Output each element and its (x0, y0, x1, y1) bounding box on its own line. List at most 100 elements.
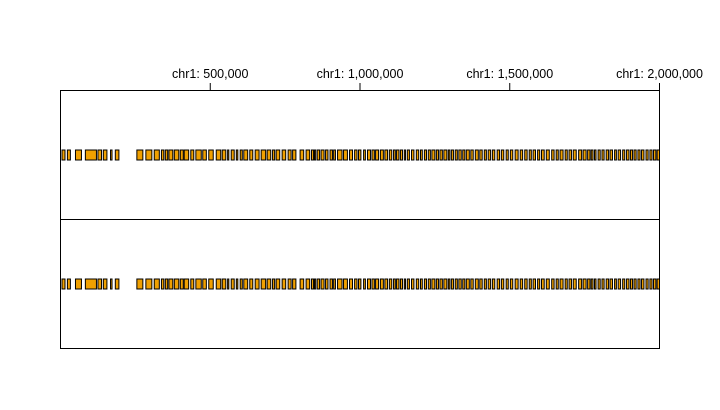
region-1-11 (160, 149, 165, 161)
region-2-121 (653, 278, 657, 290)
region-2-11 (160, 278, 165, 290)
region-2-73 (450, 278, 454, 290)
region-2-41 (316, 278, 321, 290)
region-1-23 (227, 149, 230, 161)
region-2-85 (500, 278, 505, 290)
region-1-87 (509, 149, 514, 161)
region-2-33 (275, 278, 281, 290)
region-1-6 (110, 149, 113, 161)
region-2-101 (572, 278, 577, 290)
region-1-22 (221, 149, 227, 161)
region-1-88 (514, 149, 519, 161)
region-2-58 (393, 278, 396, 290)
region-1-41 (316, 149, 321, 161)
region-1-95 (545, 149, 550, 161)
region-1-53 (371, 149, 375, 161)
region-2-66 (423, 278, 427, 290)
region-2-47 (343, 278, 348, 290)
region-1-4 (97, 149, 103, 161)
region-2-115 (629, 278, 634, 290)
region-2-77 (465, 278, 470, 290)
region-1-84 (496, 149, 501, 161)
region-1-94 (541, 149, 545, 161)
region-1-107 (597, 149, 601, 161)
region-2-64 (415, 278, 420, 290)
region-1-79 (474, 149, 479, 161)
region-1-52 (366, 149, 371, 161)
region-2-13 (168, 278, 174, 290)
region-1-113 (622, 149, 626, 161)
region-1-27 (243, 149, 249, 161)
region-2-49 (354, 278, 358, 290)
region-1-19 (202, 149, 207, 161)
region-2-79 (474, 278, 479, 290)
region-1-72 (447, 149, 451, 161)
region-1-92 (532, 149, 537, 161)
region-1-66 (423, 149, 427, 161)
region-1-104 (587, 149, 591, 161)
region-2-86 (505, 278, 509, 290)
region-1-47 (343, 149, 348, 161)
axis-tick-label-2: chr1: 1,500,000 (466, 67, 553, 81)
region-2-62 (406, 278, 410, 290)
region-2-44 (329, 278, 333, 290)
region-2-19 (202, 278, 207, 290)
region-2-18 (195, 278, 202, 290)
region-1-61 (403, 149, 407, 161)
region-2-89 (519, 278, 524, 290)
region-1-43 (325, 149, 329, 161)
region-2-25 (235, 278, 239, 290)
region-1-15 (179, 149, 184, 161)
region-2-90 (524, 278, 528, 290)
region-1-35 (287, 149, 292, 161)
region-2-56 (384, 278, 389, 290)
region-1-120 (649, 149, 653, 161)
axis-tick-label-3: chr1: 2,000,000 (616, 67, 703, 81)
region-2-50 (358, 278, 362, 290)
region-2-39 (310, 278, 315, 290)
region-1-75 (458, 149, 462, 161)
region-2-119 (645, 278, 649, 290)
region-2-17 (190, 278, 195, 290)
region-1-62 (406, 149, 410, 161)
region-1-116 (633, 149, 637, 161)
region-2-69 (435, 278, 439, 290)
region-2-74 (454, 278, 458, 290)
region-1-91 (528, 149, 532, 161)
region-1-9 (145, 149, 153, 161)
region-2-72 (447, 278, 451, 290)
region-1-100 (568, 149, 572, 161)
region-2-46 (337, 278, 343, 290)
top-axis: chr1: 500,000 chr1: 1,000,000 chr1: 1,500,… (172, 67, 703, 91)
region-2-108 (601, 278, 605, 290)
region-2-122 (656, 278, 660, 290)
region-2-81 (483, 278, 487, 290)
region-2-52 (366, 278, 371, 290)
region-2-87 (509, 278, 514, 290)
region-2-76 (462, 278, 466, 290)
region-1-101 (572, 149, 577, 161)
region-1-49 (354, 149, 358, 161)
region-2-15 (179, 278, 184, 290)
region-2-117 (637, 278, 641, 290)
region-2-88 (514, 278, 519, 290)
region-2-92 (532, 278, 537, 290)
region-2-30 (260, 278, 267, 290)
region-2-36 (292, 278, 297, 290)
region-2-70 (439, 278, 443, 290)
region-1-63 (411, 149, 415, 161)
region-1-59 (396, 149, 400, 161)
region-1-20 (208, 149, 214, 161)
region-2-67 (427, 278, 431, 290)
region-2-4 (97, 278, 103, 290)
region-2-114 (626, 278, 630, 290)
axis-tick-label-1: chr1: 1,000,000 (317, 67, 404, 81)
region-1-30 (260, 149, 267, 161)
region-2-78 (470, 278, 474, 290)
region-1-50 (358, 149, 362, 161)
region-2-57 (388, 278, 393, 290)
region-1-83 (491, 149, 496, 161)
region-2-42 (320, 278, 325, 290)
region-2-37 (299, 278, 305, 290)
region-1-28 (249, 149, 254, 161)
